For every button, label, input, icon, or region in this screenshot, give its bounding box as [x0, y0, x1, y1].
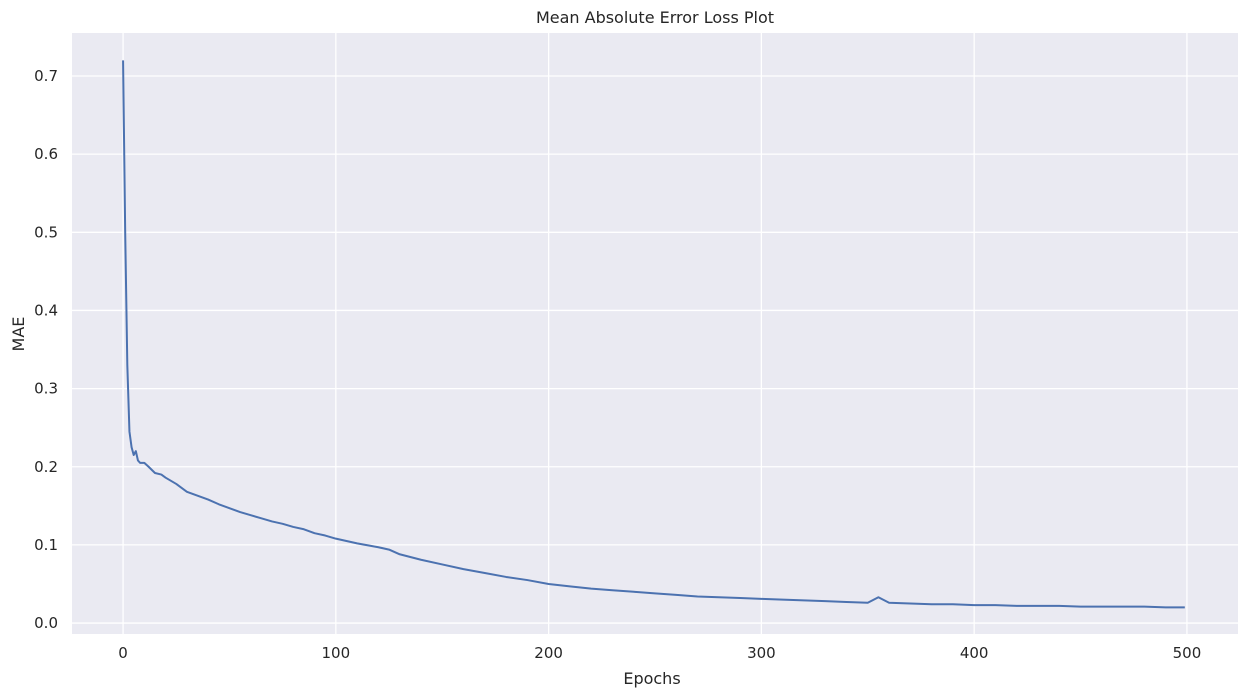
x-tick-labels: 0 100 200 300 400 500: [118, 644, 1201, 662]
y-tick-label: 0.7: [34, 67, 58, 85]
x-axis-label: Epochs: [623, 669, 680, 688]
x-tick-label: 200: [534, 644, 563, 662]
x-tick-label: 500: [1173, 644, 1202, 662]
y-tick-label: 0.0: [34, 614, 58, 632]
y-tick-labels: 0.0 0.1 0.2 0.3 0.4 0.5 0.6 0.7: [34, 67, 58, 632]
series-group: [122, 60, 1185, 609]
y-tick-label: 0.6: [34, 145, 58, 163]
x-tick-label: 0: [118, 644, 128, 662]
y-axis-label: MAE: [9, 317, 28, 352]
mae-series-line: [122, 60, 1185, 609]
x-tick-label: 100: [322, 644, 351, 662]
chart-title: Mean Absolute Error Loss Plot: [536, 8, 774, 27]
y-tick-label: 0.2: [34, 458, 58, 476]
x-tick-label: 300: [747, 644, 776, 662]
y-tick-label: 0.3: [34, 380, 58, 398]
grid-lines: [72, 33, 1238, 634]
y-tick-label: 0.4: [34, 301, 58, 319]
y-tick-label: 0.1: [34, 536, 58, 554]
plot-background: [72, 33, 1238, 634]
x-tick-label: 400: [960, 644, 989, 662]
y-tick-label: 0.5: [34, 223, 58, 241]
